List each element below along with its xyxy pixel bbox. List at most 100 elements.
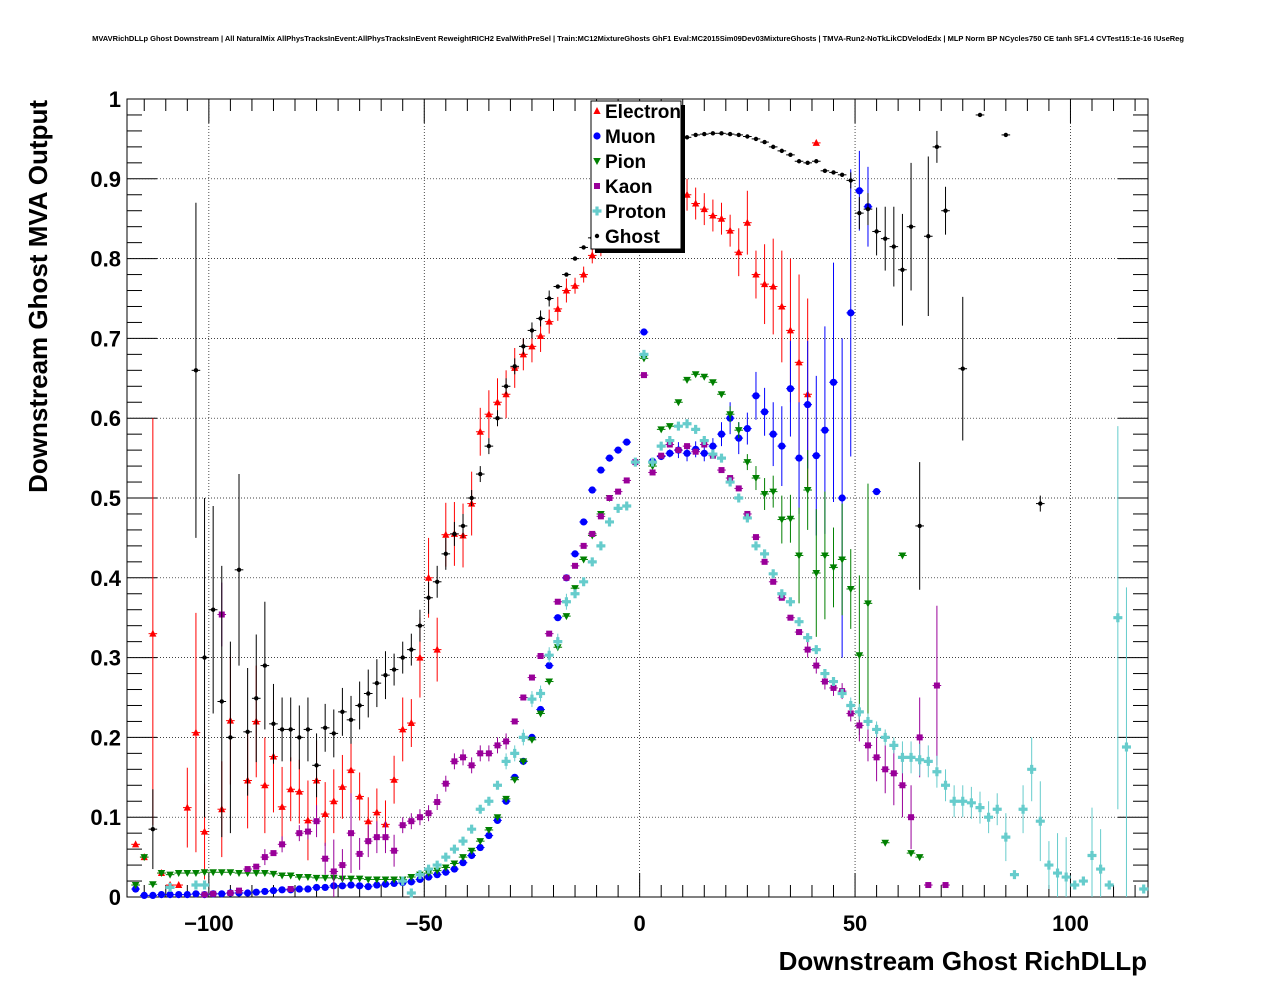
- data-point: [260, 601, 270, 730]
- marker: [752, 270, 760, 278]
- data-point: [208, 869, 218, 877]
- marker: [545, 678, 553, 686]
- data-point: [751, 250, 761, 299]
- marker: [975, 803, 985, 813]
- marker: [545, 317, 553, 325]
- marker: [717, 430, 726, 438]
- data-point: [811, 645, 821, 655]
- marker: [426, 595, 431, 600]
- data-point: [148, 881, 158, 889]
- marker: [166, 891, 174, 899]
- y-tick-label: 0.5: [90, 486, 121, 511]
- data-point: [811, 509, 821, 637]
- data-point: [355, 875, 364, 883]
- data-point: [407, 878, 416, 886]
- marker: [218, 890, 226, 898]
- series-kaon: [200, 372, 950, 898]
- marker: [476, 838, 485, 846]
- data-point: [613, 503, 623, 513]
- data-point: [734, 228, 744, 277]
- marker: [745, 134, 750, 139]
- data-point: [441, 852, 451, 862]
- marker: [666, 423, 674, 431]
- marker: [916, 734, 923, 741]
- data-point: [699, 131, 709, 137]
- data-point: [312, 733, 321, 798]
- data-point: [363, 876, 373, 884]
- data-point: [941, 186, 950, 235]
- data-point: [381, 821, 390, 854]
- marker: [295, 787, 303, 795]
- data-point: [234, 887, 244, 894]
- marker: [648, 457, 658, 467]
- data-point: [725, 477, 735, 487]
- marker: [416, 653, 424, 661]
- marker: [149, 629, 157, 637]
- data-point: [570, 277, 580, 294]
- marker: [287, 886, 294, 893]
- marker: [561, 597, 571, 607]
- data-point: [794, 402, 804, 514]
- marker: [580, 542, 587, 549]
- marker: [882, 766, 889, 773]
- data-point: [794, 617, 804, 627]
- marker: [719, 131, 724, 136]
- marker: [484, 796, 494, 806]
- marker: [347, 881, 355, 889]
- marker: [391, 847, 398, 854]
- data-point: [639, 349, 649, 359]
- marker: [202, 655, 207, 660]
- marker: [898, 552, 907, 560]
- data-point: [768, 475, 778, 508]
- data-point: [992, 793, 1002, 826]
- data-point: [923, 745, 933, 778]
- data-point: [743, 454, 752, 471]
- marker: [493, 814, 502, 822]
- marker: [770, 578, 777, 585]
- marker: [897, 752, 907, 762]
- data-point: [622, 477, 632, 484]
- marker: [863, 716, 873, 726]
- marker: [1001, 832, 1011, 842]
- marker: [786, 326, 795, 334]
- marker: [692, 199, 700, 207]
- marker: [760, 280, 769, 288]
- marker: [829, 677, 839, 687]
- marker: [304, 874, 312, 882]
- marker: [322, 855, 329, 862]
- data-point: [855, 197, 864, 230]
- data-point: [656, 452, 666, 459]
- data-point: [829, 262, 838, 502]
- marker: [528, 736, 536, 744]
- data-point: [889, 737, 899, 754]
- data-point: [346, 695, 356, 744]
- marker: [434, 579, 440, 584]
- data-point: [1096, 829, 1106, 897]
- data-point: [303, 823, 313, 840]
- marker: [450, 865, 459, 873]
- marker: [855, 652, 864, 660]
- data-point: [251, 870, 261, 878]
- marker: [252, 888, 260, 896]
- data-point: [303, 780, 313, 861]
- marker: [794, 617, 804, 627]
- data-point: [691, 132, 700, 138]
- marker: [512, 364, 517, 369]
- y-tick-label: 0.4: [90, 566, 121, 591]
- data-point: [346, 881, 356, 889]
- marker: [520, 694, 527, 701]
- marker: [900, 267, 905, 272]
- legend-box: [590, 100, 682, 250]
- marker: [717, 214, 726, 222]
- data-point: [846, 697, 856, 714]
- data-point: [320, 883, 330, 892]
- marker: [1035, 816, 1045, 826]
- marker: [486, 443, 492, 449]
- marker: [615, 488, 622, 495]
- data-point: [975, 791, 985, 824]
- marker: [760, 549, 770, 559]
- marker: [399, 725, 407, 733]
- marker: [846, 700, 856, 710]
- marker: [813, 662, 820, 669]
- data-point: [665, 423, 675, 431]
